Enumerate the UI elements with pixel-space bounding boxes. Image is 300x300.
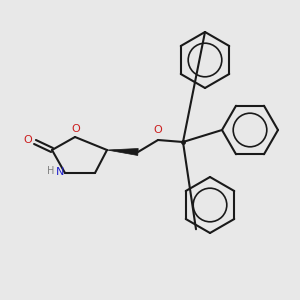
Text: H: H <box>47 166 55 176</box>
Text: O: O <box>24 135 32 145</box>
Text: N: N <box>56 167 64 177</box>
Polygon shape <box>107 148 138 155</box>
Text: O: O <box>154 125 162 135</box>
Text: O: O <box>72 124 80 134</box>
